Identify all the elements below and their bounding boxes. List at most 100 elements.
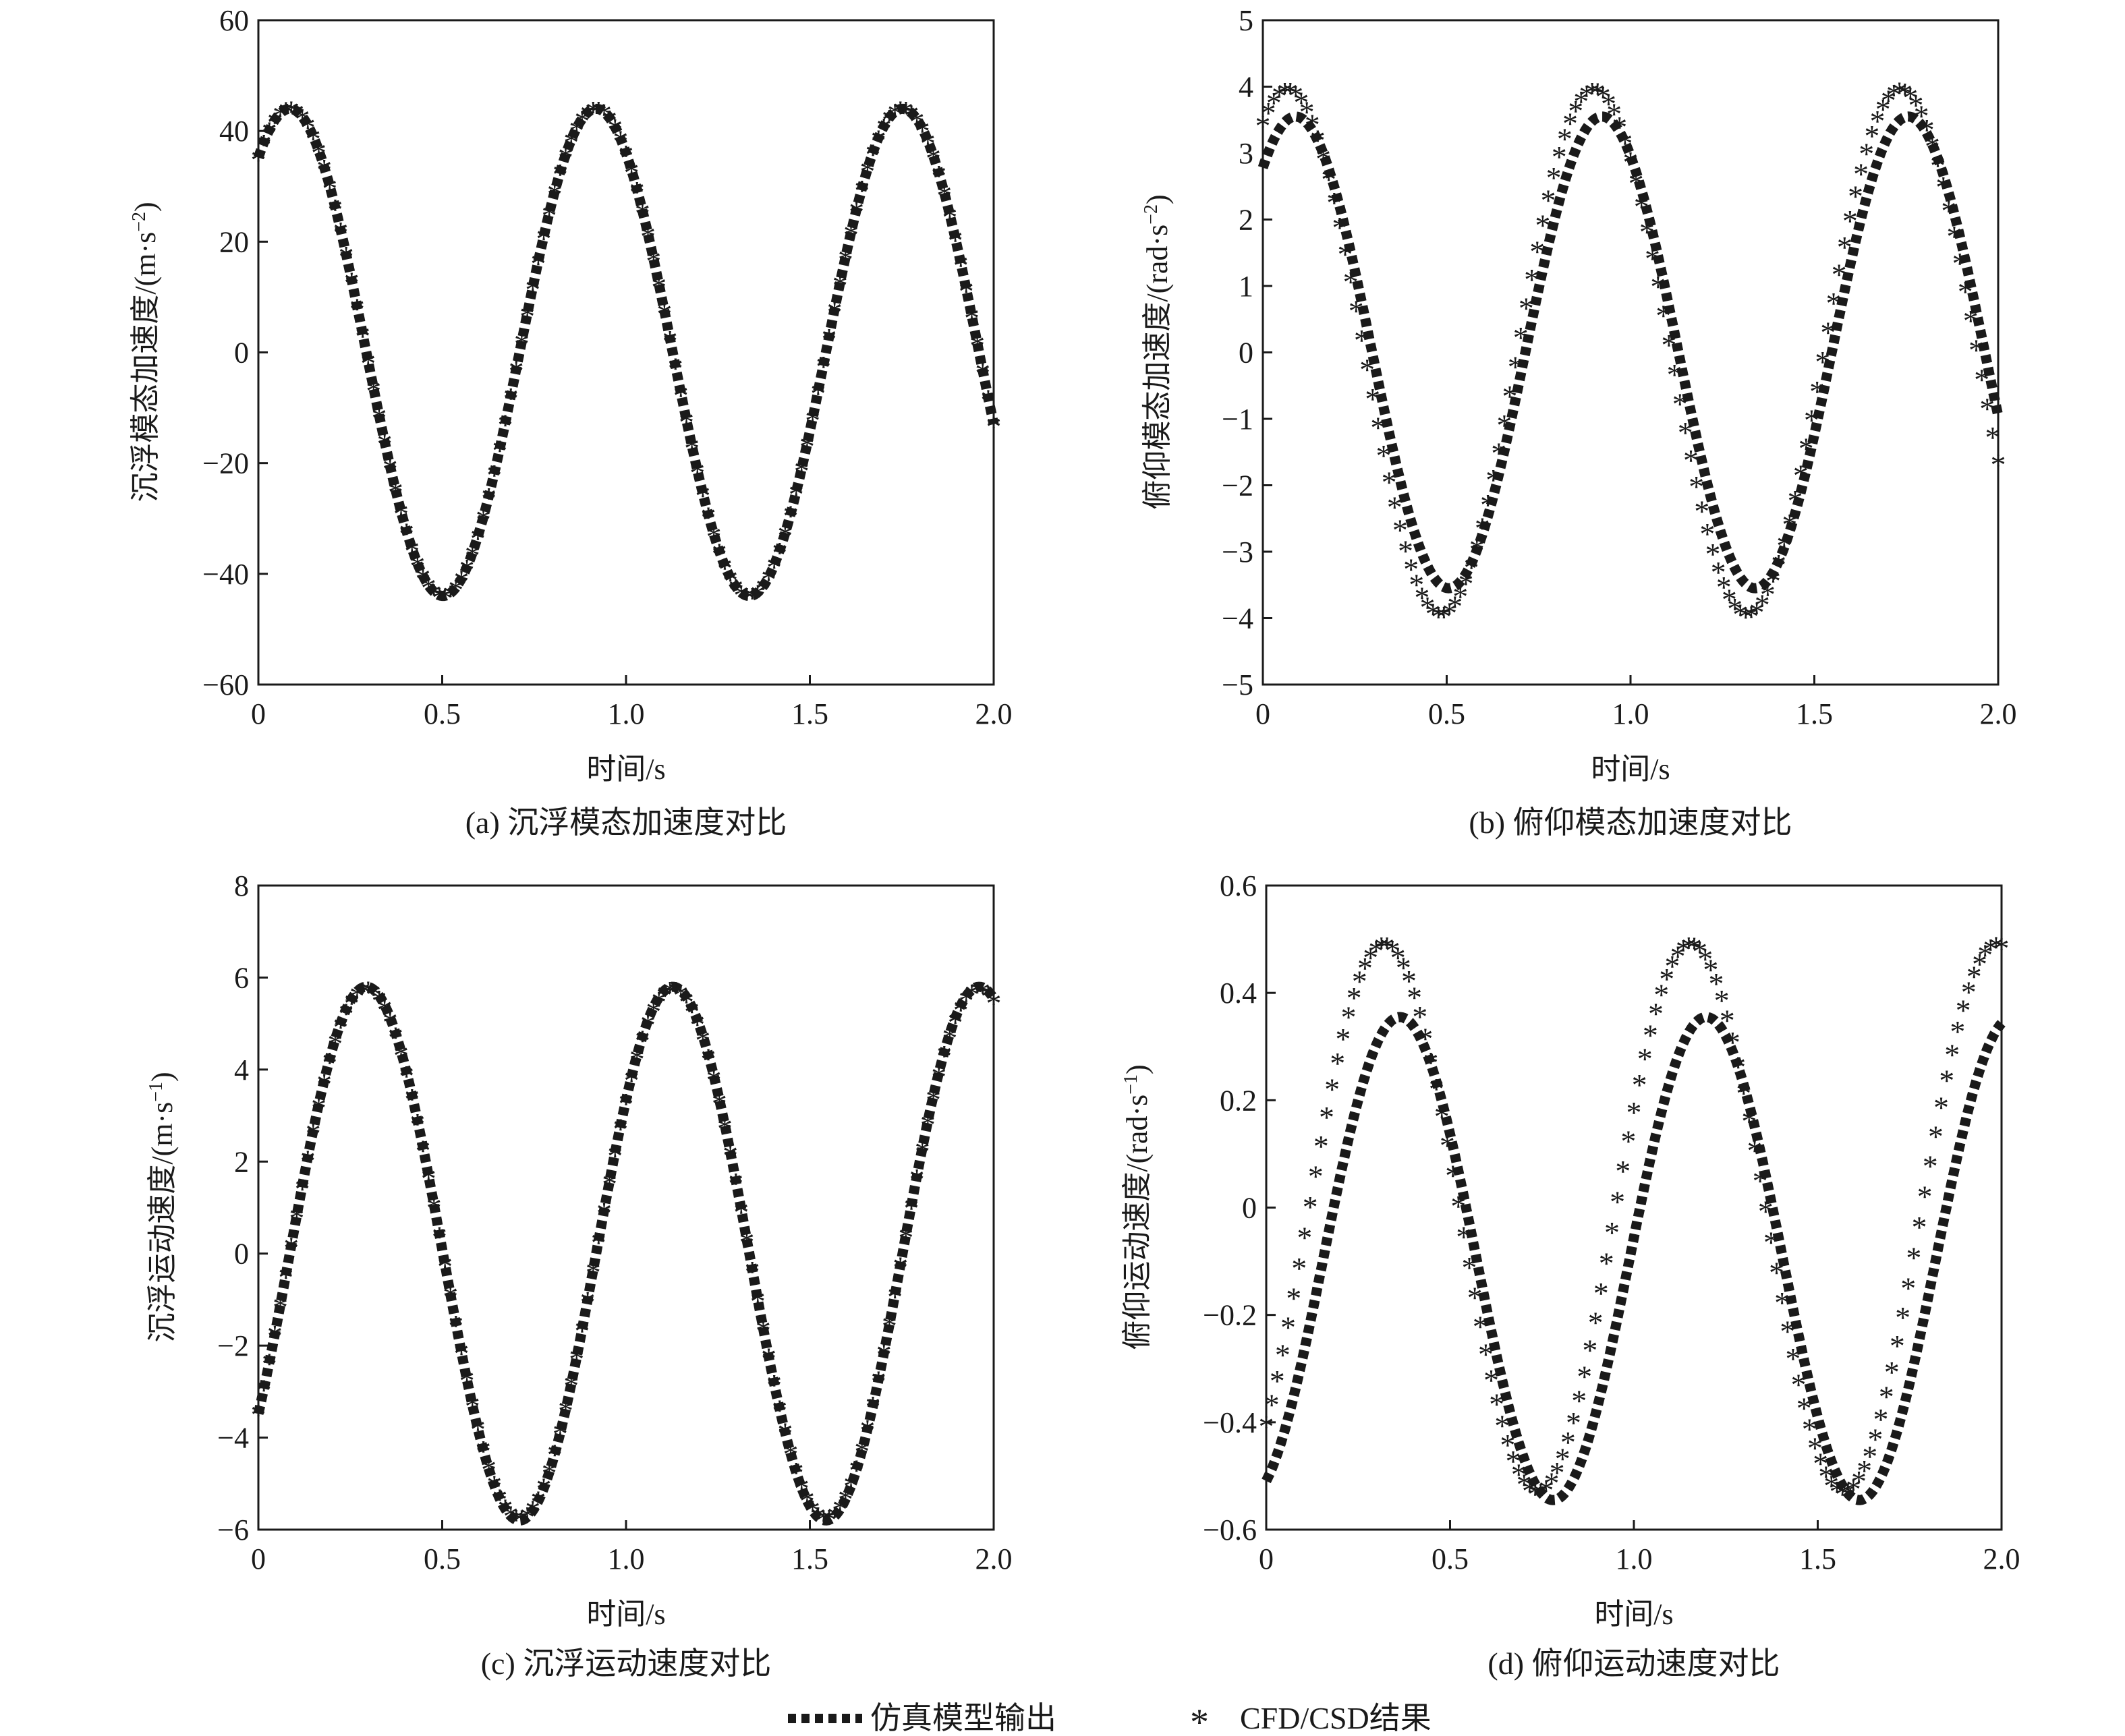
cfd-marker-b: *	[1776, 529, 1792, 563]
cfd-marker-d: *	[1363, 941, 1378, 975]
cfd-marker-c: *	[498, 1492, 513, 1526]
cfd-marker-d: *	[1818, 1459, 1834, 1493]
x-axis-label-b: 时间/s	[1591, 753, 1670, 786]
cfd-marker-c: *	[640, 1008, 656, 1042]
y-axis-label-c: 沉浮运动速度/(m·s−1)	[146, 1072, 179, 1342]
cfd-marker-a: *	[591, 94, 606, 129]
cfd-marker-b: *	[1705, 537, 1721, 571]
cfd-marker-d: *	[1769, 1256, 1784, 1290]
cfd-marker-b: *	[1266, 86, 1282, 120]
cfd-marker-c: *	[536, 1472, 552, 1506]
cfd-marker-d: *	[1330, 1046, 1345, 1080]
cfd-marker-c: *	[465, 1389, 480, 1423]
y-tick-label-a: −60	[202, 668, 249, 701]
cfd-marker-d: *	[1357, 951, 1373, 985]
cfd-marker-c: *	[953, 993, 969, 1027]
cfd-marker-b: *	[1689, 469, 1704, 504]
y-tick-label-b: −2	[1222, 469, 1253, 502]
cfd-marker-d: *	[1429, 1072, 1444, 1106]
cfd-marker-c: *	[311, 1091, 327, 1125]
cfd-marker-a: *	[684, 431, 700, 465]
cfd-marker-a: *	[651, 270, 667, 304]
cfd-marker-a: *	[404, 533, 420, 568]
cfd-marker-a: *	[909, 105, 925, 139]
cfd-marker-b: *	[1711, 555, 1726, 589]
cfd-marker-c: *	[596, 1196, 612, 1230]
cfd-marker-b: *	[1425, 596, 1441, 631]
cfd-marker-b: *	[1925, 129, 1940, 163]
cfd-marker-d: *	[1753, 1163, 1768, 1198]
x-tick-label-c: 1.5	[791, 1542, 828, 1575]
cfd-marker-d: *	[1291, 1251, 1307, 1285]
cfd-marker-b: *	[1935, 170, 1951, 204]
cfd-marker-d: *	[1303, 1190, 1318, 1224]
plot-frame-d	[1265, 884, 2003, 1531]
cfd-marker-b: *	[1612, 110, 1627, 144]
cfd-marker-c: *	[668, 975, 683, 1009]
cfd-marker-b: *	[1458, 567, 1474, 601]
cfd-marker-d: *	[1857, 1453, 1872, 1488]
cfd-marker-c: *	[514, 1503, 530, 1538]
cfd-marker-c: *	[283, 1231, 299, 1265]
y-tick-label-c: 2	[234, 1145, 249, 1178]
cfd-marker-a: *	[953, 248, 969, 283]
cfd-marker-d: *	[1813, 1447, 1828, 1481]
cfd-marker-d: *	[1714, 983, 1730, 1018]
cfd-marker-c: *	[591, 1225, 606, 1260]
cfd-marker-a: *	[311, 136, 327, 170]
cfd-marker-b: *	[1853, 156, 1869, 191]
cfd-marker-b: *	[1908, 88, 1924, 123]
cfd-marker-c: *	[772, 1393, 787, 1427]
cfd-marker-c: *	[388, 1020, 403, 1055]
cfd-marker-c: *	[372, 983, 387, 1018]
cfd-marker-c: *	[586, 1255, 601, 1290]
cfd-marker-b: *	[1804, 403, 1819, 438]
cfd-marker-a: *	[794, 454, 810, 488]
cfd-marker-a: *	[295, 102, 310, 136]
cfd-marker-b: *	[1398, 533, 1413, 568]
cfd-marker-a: *	[349, 292, 365, 326]
cfd-marker-b: *	[1272, 79, 1287, 113]
cfd-marker-c: *	[893, 1250, 908, 1285]
cfd-marker-c: *	[969, 975, 985, 1009]
cfd-marker-c: *	[393, 1039, 409, 1073]
cfd-marker-a: *	[339, 239, 354, 274]
cfd-marker-a: *	[316, 152, 332, 187]
cfd-marker-a: *	[542, 198, 557, 233]
cfd-marker-b: *	[1782, 507, 1797, 542]
cfd-marker-d: *	[1703, 953, 1718, 987]
cfd-marker-b: *	[1535, 208, 1550, 242]
cfd-marker-a: *	[448, 573, 463, 607]
cfd-marker-d: *	[1407, 981, 1422, 1015]
cfd-marker-d: *	[1450, 1189, 1466, 1223]
cfd-marker-b: *	[1305, 107, 1320, 142]
cfd-marker-d: *	[1297, 1221, 1312, 1255]
cfd-marker-c: *	[948, 1005, 963, 1039]
cfd-marker-b: *	[1645, 241, 1660, 276]
cfd-marker-b: *	[1985, 420, 2000, 455]
cfd-marker-c: *	[926, 1082, 941, 1117]
cfd-marker-b: *	[1958, 274, 1973, 309]
x-tick-label-a: 0.5	[424, 697, 461, 730]
cfd-marker-d: *	[1445, 1159, 1461, 1193]
cfd-marker-c: *	[673, 978, 689, 1012]
cfd-marker-a: *	[426, 577, 442, 612]
cfd-marker-a: *	[646, 244, 661, 279]
cfd-marker-b: *	[1255, 109, 1271, 143]
cfd-marker-d: *	[1538, 1473, 1554, 1507]
cfd-marker-b: *	[1557, 121, 1572, 156]
cfd-marker-c: *	[421, 1161, 436, 1196]
x-tick-label-b: 0	[1255, 697, 1270, 730]
caption-d: (d) 俯仰运动速度对比	[1488, 1646, 1780, 1681]
cfd-marker-b: *	[1952, 246, 1968, 281]
cfd-marker-c: *	[267, 1319, 283, 1353]
cfd-marker-c: *	[656, 978, 672, 1012]
cfd-marker-a: *	[355, 319, 370, 353]
cfd-marker-d: *	[1977, 938, 1993, 973]
cfd-marker-c: *	[443, 1279, 458, 1314]
cfd-marker-c: *	[959, 983, 974, 1018]
cfd-marker-c: *	[542, 1456, 557, 1491]
cfd-marker-b: *	[1442, 596, 1457, 631]
cfd-marker-d: *	[1560, 1425, 1576, 1459]
